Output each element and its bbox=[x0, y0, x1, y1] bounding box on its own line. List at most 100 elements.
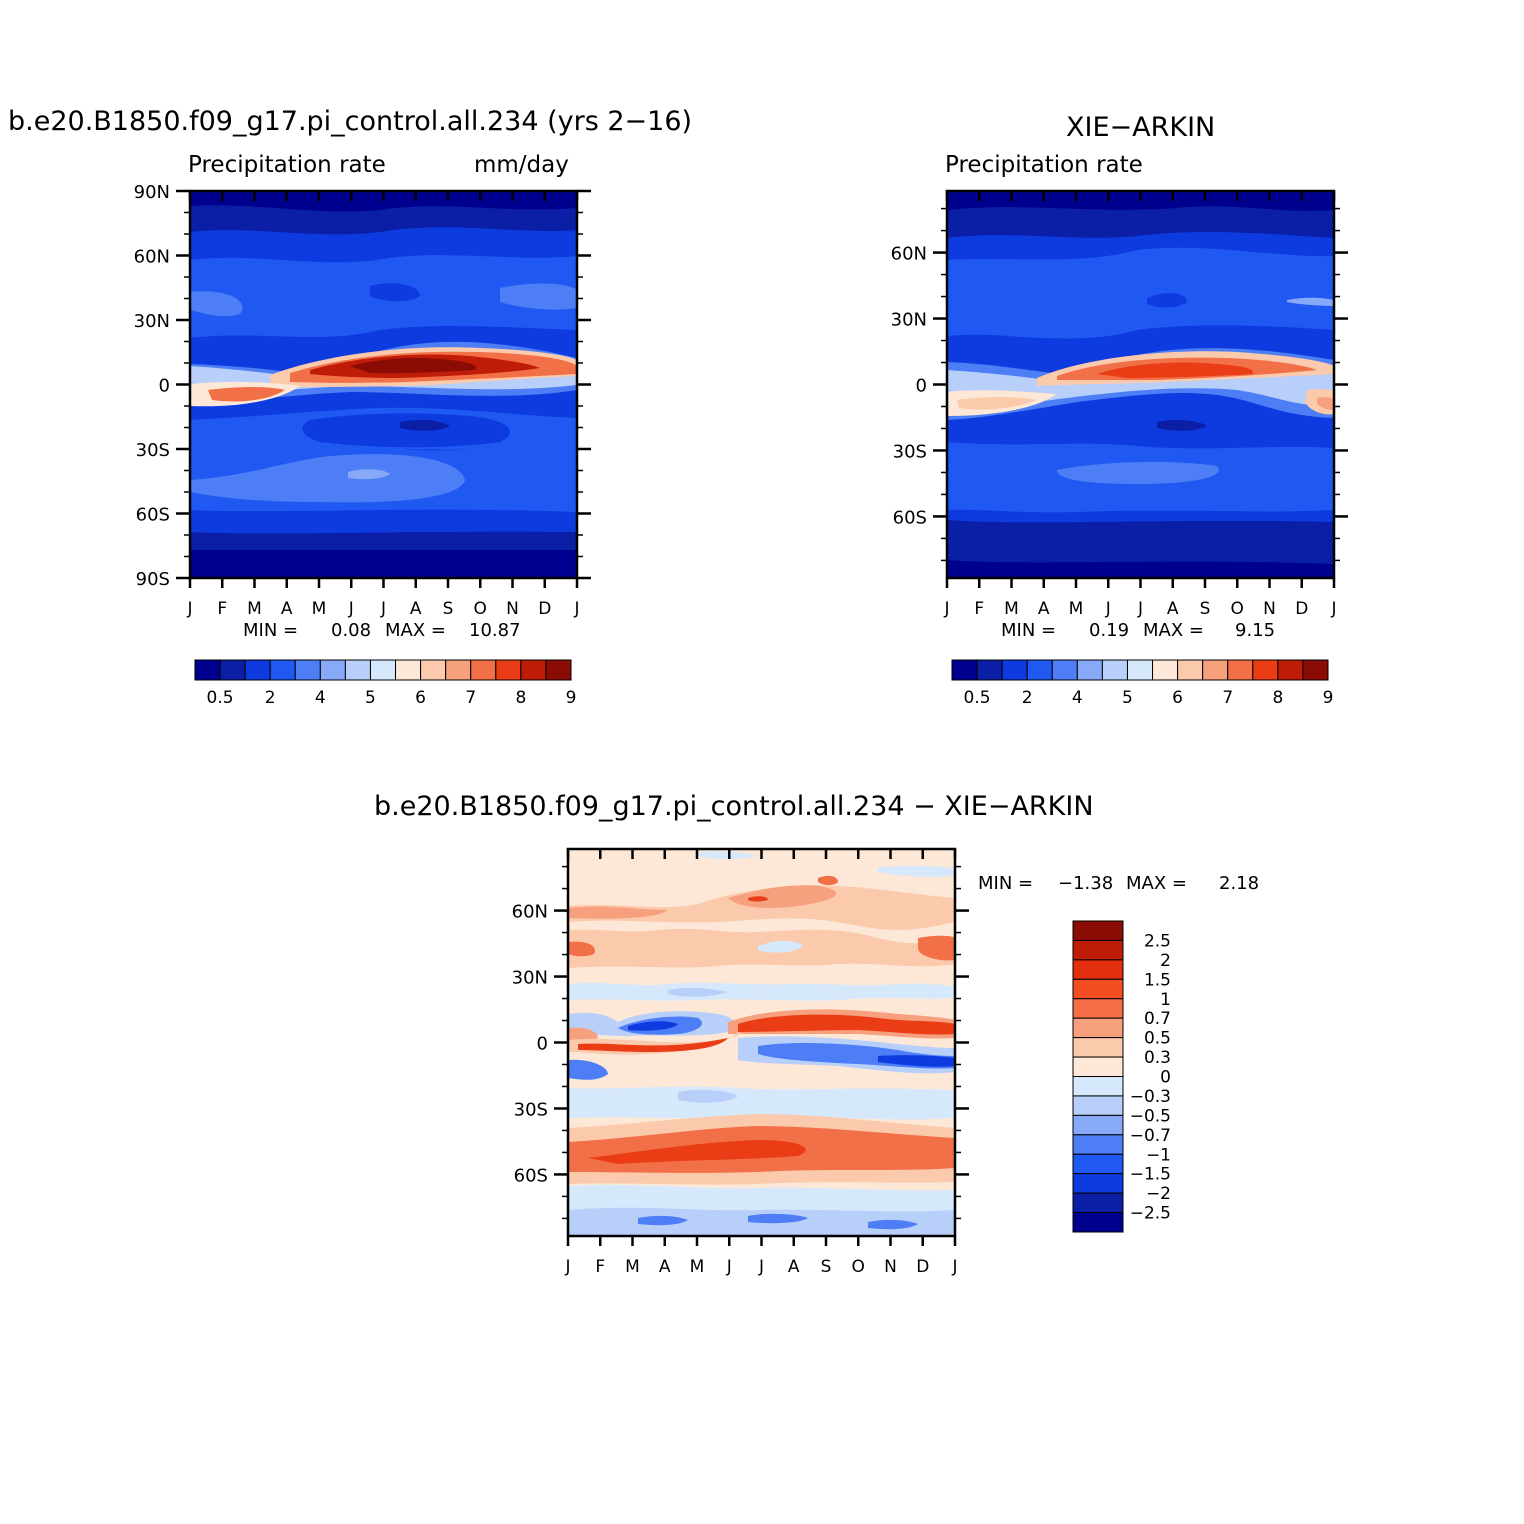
x-tick-label: M bbox=[690, 1257, 705, 1277]
colorbar-swatch bbox=[470, 659, 497, 681]
colorbar-swatch bbox=[520, 659, 547, 681]
colorbar-swatch bbox=[1252, 659, 1279, 681]
x-tick-label: A bbox=[659, 1257, 671, 1277]
colorbar-swatch bbox=[1076, 659, 1103, 681]
y-tick-label: 90S bbox=[136, 569, 170, 590]
y-tick-label: 60N bbox=[134, 247, 170, 268]
y-tick-label: 0 bbox=[916, 376, 927, 397]
colorbar-swatch bbox=[1001, 659, 1028, 681]
colorbar-swatch bbox=[1072, 998, 1124, 1019]
colorbar-swatch bbox=[194, 659, 221, 681]
colorbar-label: −2 bbox=[1146, 1184, 1171, 1204]
panel2-colorbar: 0.5 2 4 5 6 7 8 9 bbox=[951, 659, 1334, 708]
x-tick-label: O bbox=[474, 599, 487, 619]
panel3-title: b.e20.B1850.f09_g17.pi_control.all.234 −… bbox=[374, 791, 1094, 822]
colorbar-swatch bbox=[1072, 920, 1124, 941]
colorbar-swatch bbox=[1072, 1017, 1124, 1039]
panel2-min-label: MIN = bbox=[1001, 620, 1057, 641]
panel3-max-value: 2.18 bbox=[1219, 873, 1260, 894]
panel3-max-label: MAX = bbox=[1126, 873, 1187, 894]
colorbar-swatch bbox=[269, 659, 296, 681]
colorbar-swatch bbox=[1227, 659, 1254, 681]
x-tick-label: N bbox=[506, 599, 519, 619]
colorbar-swatch bbox=[1126, 659, 1154, 681]
panel1-units: mm/day bbox=[474, 152, 569, 178]
x-tick-label: J bbox=[951, 1257, 957, 1277]
y-tick-label: 0 bbox=[159, 376, 170, 397]
x-tick-label: A bbox=[1167, 599, 1179, 619]
colorbar-swatch bbox=[244, 659, 271, 681]
colorbar-swatch bbox=[1072, 1212, 1124, 1233]
colorbar-swatch bbox=[369, 659, 397, 681]
colorbar-label: 0.5 bbox=[207, 688, 234, 708]
colorbar-label: 4 bbox=[315, 688, 326, 708]
x-tick-label: J bbox=[1105, 599, 1111, 619]
colorbar-label: −1.5 bbox=[1130, 1165, 1171, 1185]
panel1-min-value: 0.08 bbox=[331, 620, 372, 641]
x-tick-label: O bbox=[852, 1257, 865, 1277]
colorbar-label: 6 bbox=[1172, 688, 1183, 708]
colorbar-label: 1.5 bbox=[1144, 970, 1171, 990]
colorbar-label: 0.7 bbox=[1144, 1009, 1171, 1029]
x-tick-label: A bbox=[788, 1257, 800, 1277]
colorbar-label: 7 bbox=[1222, 688, 1233, 708]
x-tick-label: J bbox=[186, 599, 192, 619]
y-tick-label: 30S bbox=[514, 1099, 548, 1120]
x-tick-label: J bbox=[564, 1257, 570, 1277]
colorbar-label: 2 bbox=[265, 688, 276, 708]
panel2-min-value: 0.19 bbox=[1089, 620, 1130, 641]
colorbar-swatch bbox=[445, 659, 472, 681]
colorbar-label: 7 bbox=[465, 688, 476, 708]
x-tick-label: S bbox=[821, 1257, 832, 1277]
y-tick-label: 60N bbox=[512, 902, 548, 923]
x-tick-label: S bbox=[1200, 599, 1211, 619]
x-tick-label: F bbox=[595, 1257, 605, 1277]
colorbar-swatch bbox=[1072, 1037, 1124, 1058]
colorbar-label: 0.3 bbox=[1144, 1048, 1171, 1068]
panel1-min-label: MIN = bbox=[243, 620, 299, 641]
x-tick-label: J bbox=[380, 599, 386, 619]
colorbar-swatch bbox=[1051, 659, 1078, 681]
colorbar-swatch bbox=[1072, 939, 1124, 961]
panel1-max-value: 10.87 bbox=[469, 620, 521, 641]
colorbar-label: 4 bbox=[1072, 688, 1083, 708]
panel1-max-label: MAX = bbox=[385, 620, 446, 641]
colorbar-label: −0.3 bbox=[1130, 1087, 1171, 1107]
x-tick-label: D bbox=[538, 599, 551, 619]
x-tick-label: F bbox=[974, 599, 984, 619]
colorbar-label: 2 bbox=[1022, 688, 1033, 708]
x-tick-label: J bbox=[726, 1257, 732, 1277]
colorbar-label: 2 bbox=[1160, 951, 1171, 971]
x-tick-label: A bbox=[1038, 599, 1050, 619]
colorbar-label: −0.5 bbox=[1130, 1106, 1171, 1126]
panel1-field bbox=[190, 191, 577, 578]
x-tick-label: A bbox=[410, 599, 422, 619]
colorbar-swatch bbox=[420, 659, 447, 681]
colorbar-swatch bbox=[1202, 659, 1229, 681]
colorbar-swatch bbox=[395, 659, 422, 681]
colorbar-label: 5 bbox=[1122, 688, 1133, 708]
y-tick-label: 30N bbox=[891, 310, 927, 331]
colorbar-swatch bbox=[495, 659, 522, 681]
colorbar-swatch bbox=[1072, 1173, 1124, 1194]
colorbar-swatch bbox=[1072, 959, 1124, 980]
x-tick-label: M bbox=[1069, 599, 1084, 619]
colorbar-label: 0.5 bbox=[964, 688, 991, 708]
panel2-subtitle-left: Precipitation rate bbox=[945, 152, 1143, 178]
colorbar-swatch bbox=[1302, 659, 1329, 681]
panel3-min-value: −1.38 bbox=[1058, 873, 1114, 894]
x-tick-label: O bbox=[1231, 599, 1244, 619]
colorbar-swatch bbox=[951, 659, 978, 681]
x-tick-label: J bbox=[1330, 599, 1336, 619]
colorbar-label: 9 bbox=[1323, 688, 1334, 708]
y-tick-label: 30N bbox=[134, 311, 170, 332]
colorbar-swatch bbox=[976, 659, 1003, 681]
x-tick-label: J bbox=[758, 1257, 764, 1277]
colorbar-swatch bbox=[1072, 978, 1124, 1000]
colorbar-swatch bbox=[319, 659, 346, 681]
colorbar-label: 6 bbox=[415, 688, 426, 708]
